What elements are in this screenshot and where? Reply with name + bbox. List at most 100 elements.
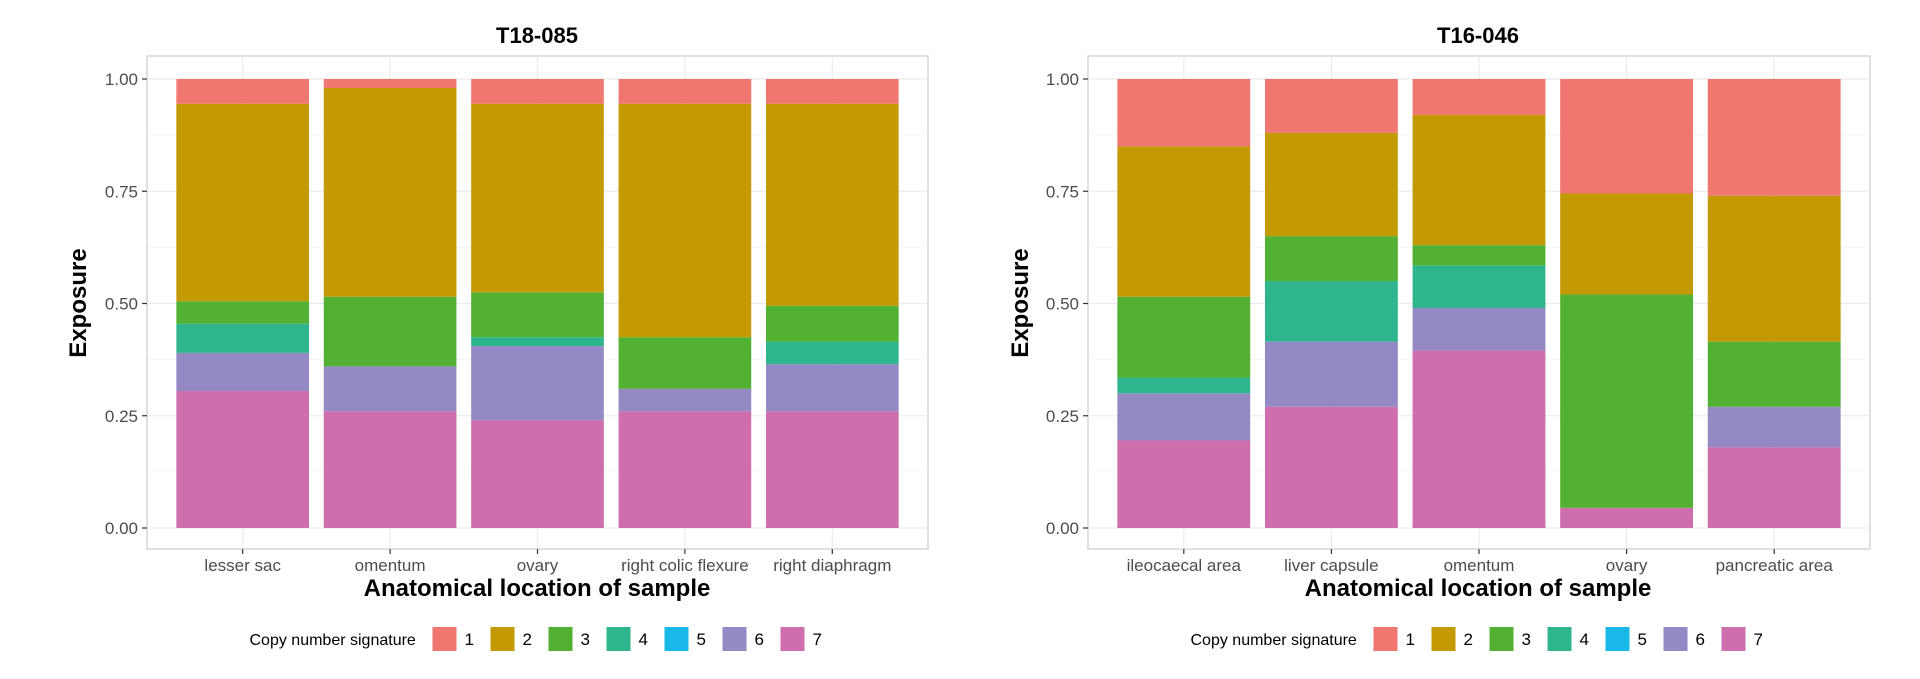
x-tick-label-right-colic-flexure: right colic flexure [621, 556, 749, 575]
bar-pancreatic-area-signature-1 [1707, 79, 1841, 196]
bar-right-diaphragm-signature-3 [765, 305, 899, 342]
bar-ovary-signature-2 [471, 103, 604, 293]
x-tick-label-ovary: ovary [1606, 556, 1648, 575]
bar-omentum-signature-3 [323, 296, 457, 367]
y-tick-label: 0.50 [105, 295, 138, 314]
bar-ileocaecal-area-signature-2 [1117, 146, 1251, 297]
legend-key-5 [1605, 627, 1630, 651]
bar-liver-capsule-signature-2 [1264, 132, 1398, 237]
y-tick-label: 0.75 [1046, 182, 1079, 201]
y-tick-label: 0.00 [105, 519, 138, 538]
bar-right-diaphragm-signature-2 [765, 103, 899, 306]
bar-ovary-signature-6 [471, 346, 604, 421]
bar-ileocaecal-area-signature-7 [1117, 440, 1251, 528]
bar-lesser-sac-signature-4 [176, 323, 310, 353]
bar-omentum-signature-2 [323, 87, 457, 297]
legend-t16-046: Copy number signature 1 2 3 4 5 6 7 [1191, 627, 1763, 651]
legend-label-6: 6 [1696, 630, 1705, 649]
legend-key-1 [432, 627, 457, 651]
bar-liver-capsule-signature-3 [1264, 236, 1398, 282]
x-tick-label-liver-capsule: liver capsule [1284, 556, 1379, 575]
x-tick-label-right-diaphragm: right diaphragm [773, 556, 891, 575]
y-tick-label: 1.00 [1046, 70, 1079, 89]
legend-label-2: 2 [523, 630, 532, 649]
bar-ovary-signature-3 [471, 292, 604, 338]
bar-omentum-signature-6 [1412, 307, 1546, 351]
legend-key-6 [1663, 627, 1688, 651]
y-tick-label: 0.25 [105, 407, 138, 426]
x-tick-label-lesser-sac: lesser sac [204, 556, 281, 575]
legend-label-5: 5 [697, 630, 706, 649]
bar-lesser-sac-signature-3 [176, 301, 310, 324]
bar-right-diaphragm-signature-6 [765, 364, 899, 412]
legend-label-3: 3 [1522, 630, 1531, 649]
x-tick-label-ovary: ovary [517, 556, 559, 575]
bar-lesser-sac-signature-7 [176, 391, 310, 528]
legend-key-6 [722, 627, 747, 651]
bar-ovary-signature-7 [471, 420, 604, 528]
bar-liver-capsule-signature-4 [1264, 281, 1398, 342]
bar-omentum-signature-4 [1412, 265, 1546, 308]
bar-right-colic-flexure-signature-7 [618, 411, 752, 528]
y-tick-label: 0.25 [1046, 407, 1079, 426]
y-tick-label: 0.50 [1046, 295, 1079, 314]
legend-label-2: 2 [1464, 630, 1473, 649]
bar-omentum-signature-7 [323, 411, 457, 528]
bar-omentum-signature-2 [1412, 114, 1546, 246]
bar-omentum-signature-1 [323, 79, 457, 88]
legend-label-4: 4 [1580, 630, 1589, 649]
bar-right-diaphragm-signature-1 [765, 79, 899, 104]
bar-omentum-signature-6 [323, 366, 457, 412]
bar-pancreatic-area-signature-7 [1707, 447, 1841, 528]
legend-key-2 [490, 627, 515, 651]
bar-right-diaphragm-signature-4 [765, 341, 899, 365]
y-axis-title: Exposure [1007, 248, 1034, 357]
bar-ovary-signature-4 [471, 337, 604, 347]
bar-lesser-sac-signature-1 [176, 79, 310, 104]
legend-label-7: 7 [1754, 630, 1763, 649]
y-tick-label: 0.75 [105, 182, 138, 201]
legend-label-7: 7 [813, 630, 822, 649]
legend-title: Copy number signature [1191, 632, 1357, 649]
bar-omentum-signature-7 [1412, 350, 1546, 528]
bar-lesser-sac-signature-2 [176, 103, 310, 302]
bar-ovary-signature-2 [1560, 193, 1694, 295]
bar-ileocaecal-area-signature-6 [1117, 393, 1251, 441]
bar-right-colic-flexure-signature-2 [618, 103, 752, 338]
bar-ovary-signature-7 [1560, 507, 1694, 528]
y-axis-title: Exposure [65, 248, 92, 357]
bar-ovary-signature-3 [1560, 294, 1694, 508]
chart-title: T18-085 [496, 23, 578, 48]
legend-t18-085: Copy number signature 1 2 3 4 5 6 7 [250, 627, 822, 651]
legend-key-2 [1431, 627, 1456, 651]
bar-ovary-signature-1 [471, 79, 604, 104]
bar-pancreatic-area-signature-6 [1707, 406, 1841, 448]
x-tick-label-ileocaecal-area: ileocaecal area [1127, 556, 1242, 575]
legend-title: Copy number signature [250, 632, 416, 649]
bar-ileocaecal-area-signature-4 [1117, 377, 1251, 394]
legend-label-3: 3 [581, 630, 590, 649]
legend-label-4: 4 [639, 630, 648, 649]
bar-pancreatic-area-signature-2 [1707, 195, 1841, 342]
legend-key-7 [780, 627, 805, 651]
x-tick-label-omentum: omentum [1444, 556, 1515, 575]
legend-key-3 [548, 627, 573, 651]
chart-title: T16-046 [1437, 23, 1519, 48]
legend-key-3 [1489, 627, 1514, 651]
x-axis-title: Anatomical location of sample [1305, 575, 1652, 602]
bar-right-colic-flexure-signature-1 [618, 79, 752, 104]
bar-lesser-sac-signature-6 [176, 352, 310, 392]
bar-right-diaphragm-signature-7 [765, 411, 899, 528]
y-tick-label: 0.00 [1046, 519, 1079, 538]
bar-right-colic-flexure-signature-3 [618, 337, 752, 389]
bar-right-colic-flexure-signature-6 [618, 388, 752, 412]
bar-pancreatic-area-signature-3 [1707, 341, 1841, 407]
chart-panel-t18-085: 0.00 0.25 0.50 0.75 1.00 lesser sac omentum ova… [65, 23, 929, 602]
bar-omentum-signature-3 [1412, 245, 1546, 266]
bar-liver-capsule-signature-7 [1264, 406, 1398, 528]
bar-liver-capsule-signature-1 [1264, 79, 1398, 133]
x-axis-title: Anatomical location of sample [364, 575, 711, 602]
legend-key-1 [1373, 627, 1398, 651]
bar-ileocaecal-area-signature-3 [1117, 296, 1251, 378]
legend-label-5: 5 [1638, 630, 1647, 649]
